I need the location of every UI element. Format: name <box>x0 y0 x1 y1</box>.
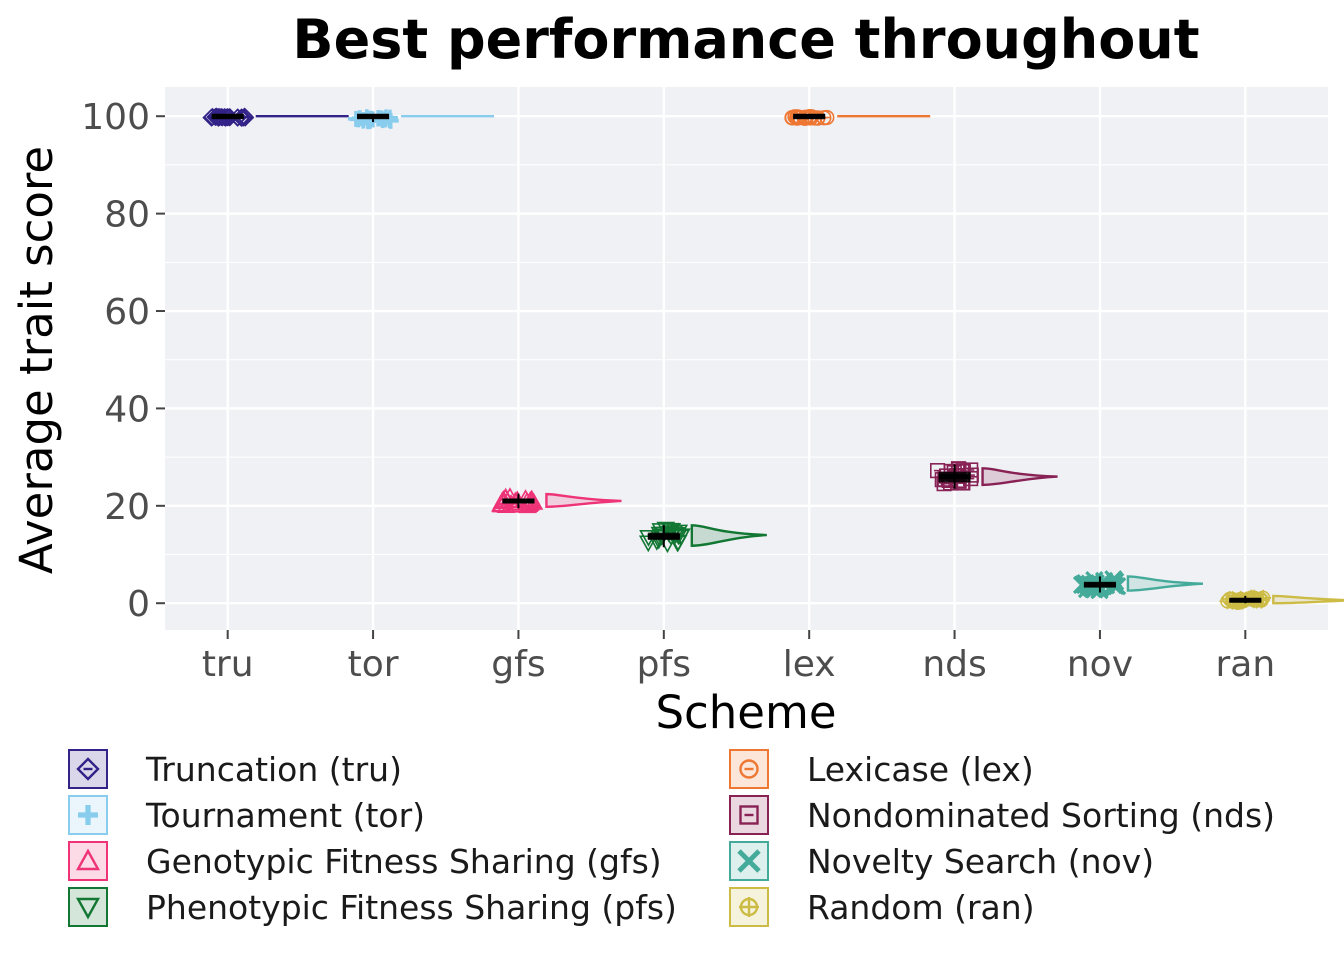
plot-panel <box>165 87 1328 630</box>
legend-key-nds <box>729 795 769 835</box>
x-axis-label: Scheme <box>655 686 836 739</box>
x-tick-label: nov <box>1067 644 1133 685</box>
series-nds <box>930 461 1058 492</box>
chart-title: Best performance throughout <box>292 8 1199 71</box>
legend-item-pfs: Phenotypic Fitness Sharing (pfs) <box>68 884 677 930</box>
series-lex <box>784 109 931 126</box>
y-tick-label: 20 <box>104 487 150 528</box>
x-tick-label: tru <box>202 644 254 685</box>
y-tick-label: 60 <box>104 292 150 333</box>
legend-label-tor: Tournament (tor) <box>146 795 426 835</box>
legend-key-nov <box>729 841 769 881</box>
x-tick-label: gfs <box>491 644 545 685</box>
legend: Truncation (tru) Tournament (tor) Genotypi… <box>0 740 1344 940</box>
legend-item-tor: Tournament (tor) <box>68 792 425 838</box>
legend-item-gfs: Genotypic Fitness Sharing (gfs) <box>68 838 662 884</box>
density-ran <box>1272 594 1344 605</box>
x-axis-ticks: tru tor gfs pfs lex nds nov ran <box>202 630 1275 685</box>
legend-item-nov: Novelty Search (nov) <box>729 838 1154 884</box>
triangle-up-icon <box>75 848 101 871</box>
y-axis-label: Average trait score <box>10 146 63 574</box>
diamond-icon <box>76 757 100 781</box>
y-tick-label: 40 <box>104 389 150 430</box>
legend-key-ran <box>729 887 769 927</box>
chart: Best performance throughout 0 20 40 60 80 100… <box>10 8 1344 739</box>
series-tru <box>202 107 349 127</box>
legend-item-lex: Lexicase (lex) <box>729 746 1034 792</box>
series-nov <box>1072 570 1204 600</box>
x-tick-label: ran <box>1215 644 1275 685</box>
triangle-down-icon <box>75 897 101 920</box>
legend-label-nds: Nondominated Sorting (nds) <box>807 795 1276 835</box>
legend-label-pfs: Phenotypic Fitness Sharing (pfs) <box>146 887 677 927</box>
square-icon <box>739 805 759 825</box>
legend-key-lex <box>729 749 769 789</box>
series-gfs <box>491 487 622 514</box>
plus-icon <box>78 805 98 825</box>
y-axis-ticks: 0 20 40 60 80 100 <box>81 97 165 625</box>
series-ran <box>1219 589 1344 611</box>
legend-key-gfs <box>68 841 108 881</box>
legend-label-gfs: Genotypic Fitness Sharing (gfs) <box>146 841 662 881</box>
legend-item-nds: Nondominated Sorting (nds) <box>729 792 1275 838</box>
legend-label-lex: Lexicase (lex) <box>807 749 1034 789</box>
y-tick-label: 0 <box>127 584 150 625</box>
legend-label-tru: Truncation (tru) <box>146 749 402 789</box>
density-nov <box>1126 575 1204 592</box>
chart-marks <box>202 107 1344 611</box>
legend-item-ran: Random (ran) <box>729 884 1035 930</box>
circle-plus-icon <box>739 897 759 917</box>
x-icon <box>737 849 761 873</box>
y-tick-label: 80 <box>104 195 150 236</box>
legend-label-ran: Random (ran) <box>807 887 1035 927</box>
legend-key-tru <box>68 749 108 789</box>
legend-item-tru: Truncation (tru) <box>68 746 402 792</box>
x-tick-label: nds <box>922 644 986 685</box>
density-pfs <box>690 524 767 547</box>
x-tick-label: tor <box>348 644 399 685</box>
series-pfs <box>638 521 767 554</box>
y-tick-label: 100 <box>81 97 150 138</box>
x-tick-label: lex <box>783 644 836 685</box>
x-tick-label: pfs <box>637 644 691 685</box>
legend-label-nov: Novelty Search (nov) <box>807 841 1155 881</box>
series-tor <box>347 109 495 130</box>
circle-icon <box>739 759 759 779</box>
density-gfs <box>545 492 622 508</box>
density-nds <box>981 467 1058 487</box>
legend-key-tor <box>68 795 108 835</box>
legend-key-pfs <box>68 887 108 927</box>
